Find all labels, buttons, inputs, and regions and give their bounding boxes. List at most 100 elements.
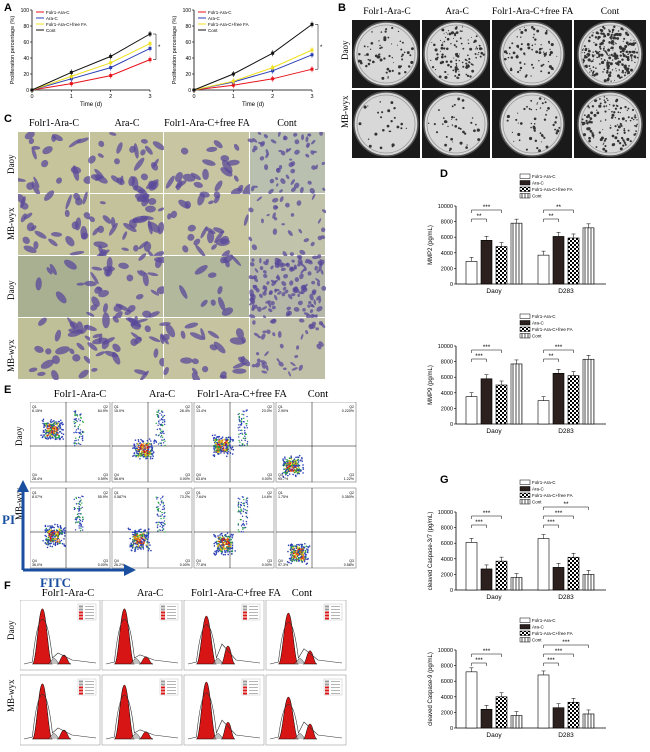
flow-event [230,533,233,536]
bar [537,538,550,591]
e-header-arac: Ara-C [148,389,176,400]
colony [466,59,468,62]
flow-event [64,529,66,532]
stained-cell [262,270,267,274]
flow-event [138,536,141,538]
flow-event [78,510,80,512]
stained-cell [230,255,242,267]
colony [632,43,635,46]
stained-cell [254,362,261,368]
flow-event [76,413,78,416]
colony [457,127,461,130]
colony [400,55,403,58]
histogram-legend-swatch [161,605,165,608]
colony [615,70,617,72]
flow-event [44,524,47,527]
stained-cell [91,266,103,271]
colony [622,40,624,42]
colony [371,31,373,33]
colony [469,62,471,64]
quadrant-value: 2.90% [278,409,289,413]
quadrant-value: 55.9% [98,495,109,499]
colony [539,107,542,109]
flow-event [211,434,214,437]
colony [604,144,607,148]
colony [583,52,586,54]
colony [477,138,481,141]
flow-event [56,530,59,533]
flow-event [54,435,57,438]
flow-event [224,450,227,453]
quadrant-label: Q1 [32,405,37,409]
colony [445,135,448,138]
flow-event [227,549,229,552]
stained-cell [142,310,152,318]
y-tick-label: 0 [450,726,453,732]
colony [543,52,547,56]
colony [517,46,519,49]
data-point [109,61,113,65]
flow-event [53,426,55,429]
flow-event [295,545,298,548]
flow-event [238,415,240,418]
colony [455,62,458,65]
flow-event [63,538,65,540]
colony [592,32,594,34]
flow-event [231,536,233,539]
bar [480,378,493,425]
flow-event [76,517,79,519]
colony [617,74,620,76]
flow-event [136,538,139,541]
quadrant-label: Q4 [32,473,37,477]
flow-event [51,545,54,548]
flow-event [298,464,301,467]
colony [619,50,622,53]
flow-event [147,546,149,549]
flow-event [237,529,240,531]
colony [381,76,385,80]
stained-cell [248,236,253,242]
colony [476,47,479,50]
colony [443,120,447,124]
flow-event [42,431,45,433]
flow-event [74,414,76,416]
stained-cell [278,361,284,367]
flow-event [156,428,159,431]
colony [601,60,605,65]
colony [442,123,444,125]
colony [480,51,484,55]
colony [523,107,526,111]
colony [627,71,631,75]
colony [379,101,382,103]
flow-event [222,543,224,546]
colony [363,105,367,109]
sig-bracket [543,524,559,528]
flow-event [285,468,288,471]
flow-event [220,544,223,546]
colony [462,65,465,68]
stained-cell [310,241,315,247]
quadrant-label: Q4 [114,473,119,477]
flow-event [222,547,225,549]
flow-event [216,547,219,550]
stained-cell [309,188,315,194]
colony [543,55,546,57]
flow-event [150,450,153,452]
flow-event [61,532,64,535]
s-phase [294,658,306,665]
stained-cell [305,330,309,335]
colony [550,42,554,47]
stained-cell [178,199,190,209]
flow-event [292,552,295,555]
stained-cell [297,293,301,297]
sig-label: *** [562,639,570,646]
colony [539,132,542,135]
stained-cell [123,222,137,233]
flow-event [231,535,234,537]
colony [602,129,604,131]
stained-cell [200,299,208,307]
colony [586,53,588,56]
flow-event [50,534,52,537]
sig-label: * [320,45,323,51]
stained-cell [293,307,300,312]
